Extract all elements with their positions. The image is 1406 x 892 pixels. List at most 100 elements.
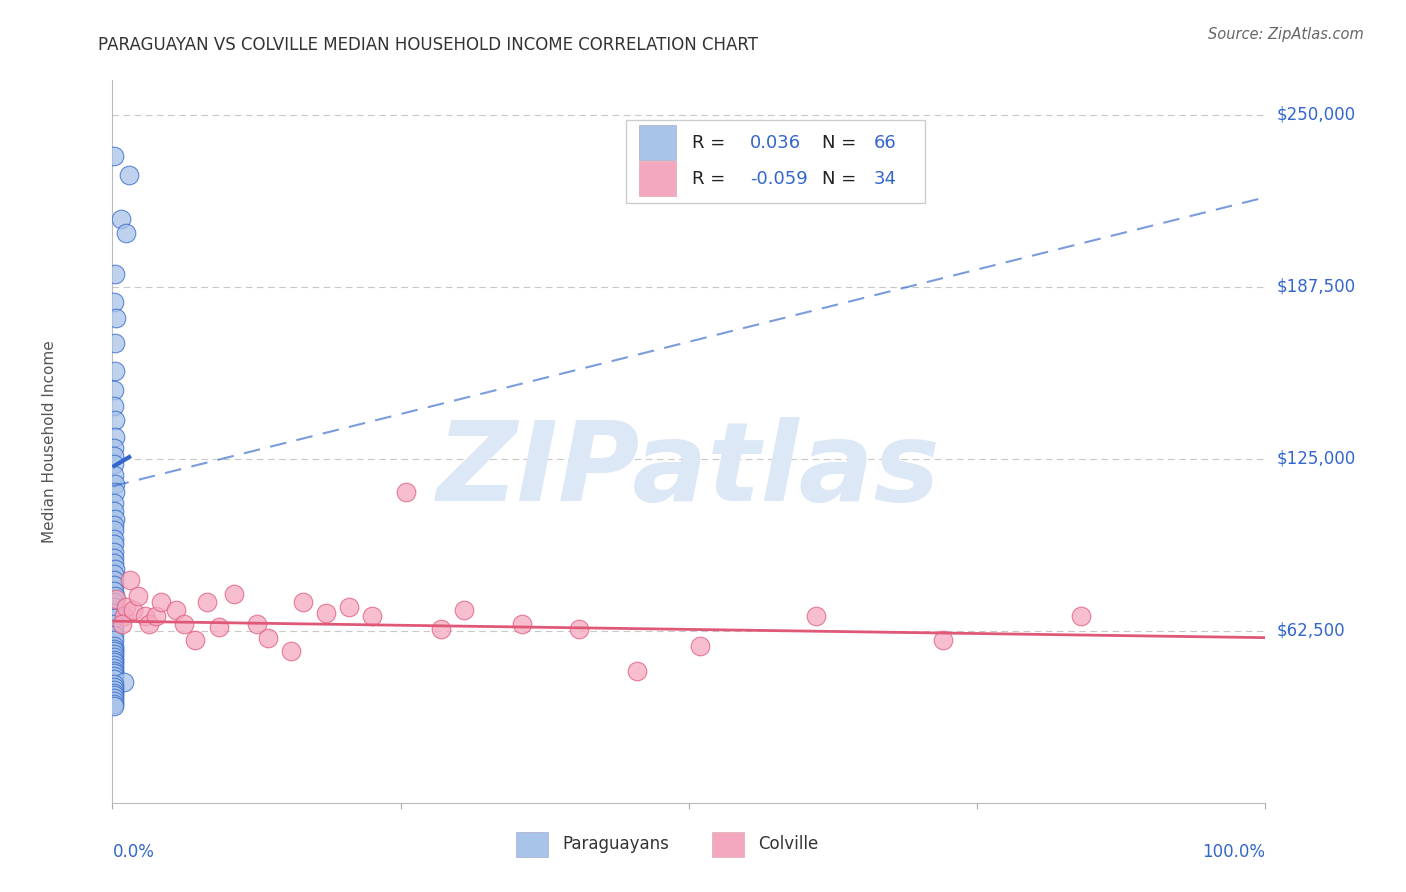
Point [103,628,125,642]
Point [104,476,127,491]
Point [103,578,125,592]
Point [103,669,125,683]
Point [804,608,827,623]
Point [103,653,125,667]
Text: Colville: Colville [758,835,818,854]
Point [246,616,269,631]
Point [127,590,149,604]
Point [103,666,125,681]
Point [104,268,127,282]
Point [103,583,125,598]
Point [103,496,125,510]
Point [103,149,125,163]
Point [291,595,314,609]
Point [103,468,125,483]
Point [103,400,125,414]
Point [111,616,134,631]
Point [361,608,384,623]
Point [315,606,337,620]
Point [117,168,139,182]
Point [103,606,125,620]
Point [104,592,127,607]
Text: 34: 34 [873,170,897,188]
Point [138,616,160,631]
Point [222,586,245,600]
Point [103,595,125,609]
Text: R =: R = [692,170,725,188]
Point [103,656,125,670]
Text: $250,000: $250,000 [1277,105,1355,124]
Point [395,484,418,499]
Point [103,441,125,455]
Bar [711,831,744,857]
Bar [640,161,676,196]
Point [103,616,125,631]
Point [149,595,172,609]
Point [103,504,125,518]
Point [430,623,453,637]
Bar [640,125,676,160]
Text: 0.0%: 0.0% [112,843,155,861]
Point [104,590,127,604]
Point [103,449,125,463]
Point [115,226,138,240]
Point [1070,608,1092,623]
Text: Source: ZipAtlas.com: Source: ZipAtlas.com [1208,27,1364,42]
Point [103,633,125,648]
Point [453,603,475,617]
Point [510,616,533,631]
Point [103,694,125,708]
Point [207,620,229,634]
Text: -0.059: -0.059 [749,170,808,188]
Point [145,608,167,623]
Point [173,616,195,631]
Point [257,631,280,645]
Text: 100.0%: 100.0% [1202,843,1265,861]
Point [195,595,218,609]
Point [103,567,125,582]
Text: 66: 66 [873,134,896,153]
Bar [626,120,925,203]
Point [103,600,125,615]
Point [104,430,127,444]
Point [104,311,127,326]
Text: $125,000: $125,000 [1277,450,1355,467]
Point [103,537,125,551]
Point [103,550,125,565]
Point [103,557,125,571]
Point [104,364,127,378]
Point [104,336,127,351]
Point [103,699,125,714]
Point [103,641,125,656]
Text: N =: N = [821,170,856,188]
Point [103,294,125,309]
Point [103,691,125,706]
Point [184,633,207,648]
Text: Paraguayans: Paraguayans [562,835,669,854]
Point [115,600,138,615]
Point [103,658,125,673]
Point [103,686,125,700]
Point [103,623,125,637]
Point [103,517,125,532]
Point [103,697,125,711]
Point [931,633,953,648]
Text: N =: N = [821,134,856,153]
Point [103,639,125,653]
Point [103,689,125,703]
Point [122,603,145,617]
Point [104,512,127,526]
Point [104,413,127,427]
Point [568,623,591,637]
Point [103,532,125,546]
Text: PARAGUAYAN VS COLVILLE MEDIAN HOUSEHOLD INCOME CORRELATION CHART: PARAGUAYAN VS COLVILLE MEDIAN HOUSEHOLD … [98,36,758,54]
Point [112,674,135,689]
Point [112,608,135,623]
Point [103,545,125,559]
Text: Median Household Income: Median Household Income [42,340,56,543]
Point [103,644,125,658]
Text: ZIPatlas: ZIPatlas [437,417,941,524]
Text: R =: R = [692,134,725,153]
Point [626,664,648,678]
Point [103,682,125,697]
